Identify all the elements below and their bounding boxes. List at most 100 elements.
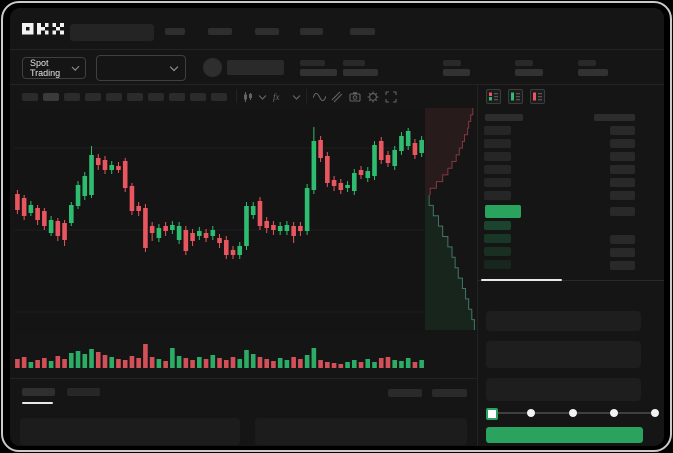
slider-stop[interactable] — [568, 409, 577, 417]
timeframe-button[interactable] — [169, 93, 185, 101]
stat-label-skeleton — [578, 60, 596, 66]
slider-stop[interactable] — [609, 409, 618, 417]
book-amount-header-skeleton — [594, 114, 635, 121]
amount-input[interactable] — [486, 341, 641, 368]
ask-amount-skeleton[interactable] — [610, 178, 635, 187]
ask-price-skeleton[interactable] — [484, 178, 511, 187]
volume-chart[interactable] — [14, 336, 425, 370]
settings-icon[interactable] — [367, 91, 379, 103]
indicators-icon[interactable]: fx — [272, 90, 288, 103]
ask-amount-skeleton[interactable] — [610, 165, 635, 174]
book-asks-icon[interactable] — [530, 89, 545, 104]
ask-price-skeleton[interactable] — [484, 152, 511, 161]
bid-amount-skeleton[interactable] — [610, 235, 635, 244]
stat-value-skeleton — [343, 69, 378, 76]
market-header: Spot Trading — [10, 50, 664, 84]
pair-name-skeleton — [227, 60, 284, 75]
trade-panel: Buy Sell — [478, 279, 664, 446]
camera-icon[interactable] — [349, 91, 361, 103]
ask-amount-skeleton[interactable] — [610, 126, 635, 135]
bottom-action-button[interactable] — [432, 389, 467, 397]
market-type-dropdown[interactable]: Spot Trading — [22, 57, 86, 79]
timeframe-button[interactable] — [85, 93, 101, 101]
chevron-down-icon[interactable] — [292, 94, 301, 101]
chevron-down-icon[interactable] — [258, 94, 267, 101]
ask-amount-skeleton[interactable] — [610, 152, 635, 161]
divider — [306, 89, 307, 103]
trading-app: Spot Trading — [10, 8, 664, 446]
candlestick-style-icon[interactable] — [242, 91, 254, 103]
divider — [236, 89, 237, 103]
book-bids-icon[interactable] — [508, 89, 523, 104]
timeframe-button[interactable] — [64, 93, 80, 101]
timeframe-button[interactable] — [127, 93, 143, 101]
nav-item[interactable] — [208, 28, 232, 35]
nav-item[interactable] — [255, 28, 279, 35]
stat-label-skeleton — [515, 60, 533, 66]
timeframe-button[interactable] — [106, 93, 122, 101]
depth-chart[interactable] — [425, 108, 477, 330]
line-tool-icon[interactable] — [313, 92, 326, 102]
ask-price-skeleton[interactable] — [484, 191, 511, 200]
okx-logo — [22, 23, 64, 35]
ask-amount-skeleton[interactable] — [610, 191, 635, 200]
top-navbar — [10, 8, 664, 49]
timeframe-button[interactable] — [148, 93, 164, 101]
bid-amount-skeleton[interactable] — [610, 248, 635, 257]
candlestick-chart[interactable] — [14, 108, 425, 333]
search-input[interactable] — [70, 24, 154, 41]
bid-price-skeleton[interactable] — [484, 247, 511, 256]
divider — [10, 84, 664, 85]
timeframe-button[interactable] — [43, 93, 59, 101]
orderbook-panel — [478, 85, 664, 281]
slider-handle[interactable] — [486, 408, 498, 420]
ask-price-skeleton[interactable] — [484, 165, 511, 174]
pair-selector-dropdown[interactable] — [96, 55, 186, 81]
stat-value-skeleton — [443, 69, 470, 76]
timeframe-button[interactable] — [211, 93, 227, 101]
divider — [10, 49, 664, 50]
active-tab-indicator — [22, 402, 53, 404]
timeframe-button[interactable] — [190, 93, 206, 101]
slider-stop[interactable] — [527, 409, 536, 417]
stat-value-skeleton — [515, 69, 543, 76]
ask-price-skeleton[interactable] — [484, 126, 511, 135]
total-input[interactable] — [486, 378, 641, 401]
bottom-tab-active[interactable] — [22, 388, 55, 396]
ask-amount-skeleton[interactable] — [610, 139, 635, 148]
ask-price-skeleton[interactable] — [484, 139, 511, 148]
divider — [477, 84, 478, 446]
bid-price-skeleton[interactable] — [484, 260, 511, 269]
stat-label-skeleton — [343, 60, 365, 66]
last-price-badge[interactable] — [485, 205, 521, 218]
nav-item[interactable] — [350, 28, 375, 35]
buy-submit-button[interactable] — [486, 427, 643, 443]
timeframe-button[interactable] — [22, 93, 38, 101]
bottom-panel — [10, 378, 477, 446]
amount-slider[interactable] — [486, 404, 659, 422]
chart-toolbar: fx — [10, 85, 477, 109]
chevron-down-icon — [169, 62, 179, 72]
book-combined-icon[interactable] — [486, 89, 501, 104]
bid-price-skeleton[interactable] — [484, 221, 511, 230]
price-input[interactable] — [486, 311, 641, 331]
nav-item[interactable] — [300, 28, 323, 35]
market-type-label: Spot Trading — [30, 58, 61, 78]
bottom-action-button[interactable] — [388, 389, 422, 397]
coin-avatar — [203, 58, 222, 77]
active-tab-indicator — [481, 279, 562, 281]
bid-amount-skeleton[interactable] — [610, 261, 635, 270]
bid-price-skeleton[interactable] — [484, 234, 511, 243]
slider-stop[interactable] — [651, 409, 659, 417]
stat-value-skeleton — [300, 69, 337, 76]
fullscreen-icon[interactable] — [385, 91, 397, 103]
divider — [478, 280, 664, 281]
divider — [10, 378, 477, 379]
svg-text:fx: fx — [273, 92, 280, 102]
nav-item[interactable] — [165, 28, 185, 35]
bottom-tab[interactable] — [67, 388, 100, 396]
stat-label-skeleton — [300, 60, 325, 66]
orders-table-skeleton — [20, 418, 240, 445]
drawing-tool-icon[interactable] — [331, 91, 343, 103]
